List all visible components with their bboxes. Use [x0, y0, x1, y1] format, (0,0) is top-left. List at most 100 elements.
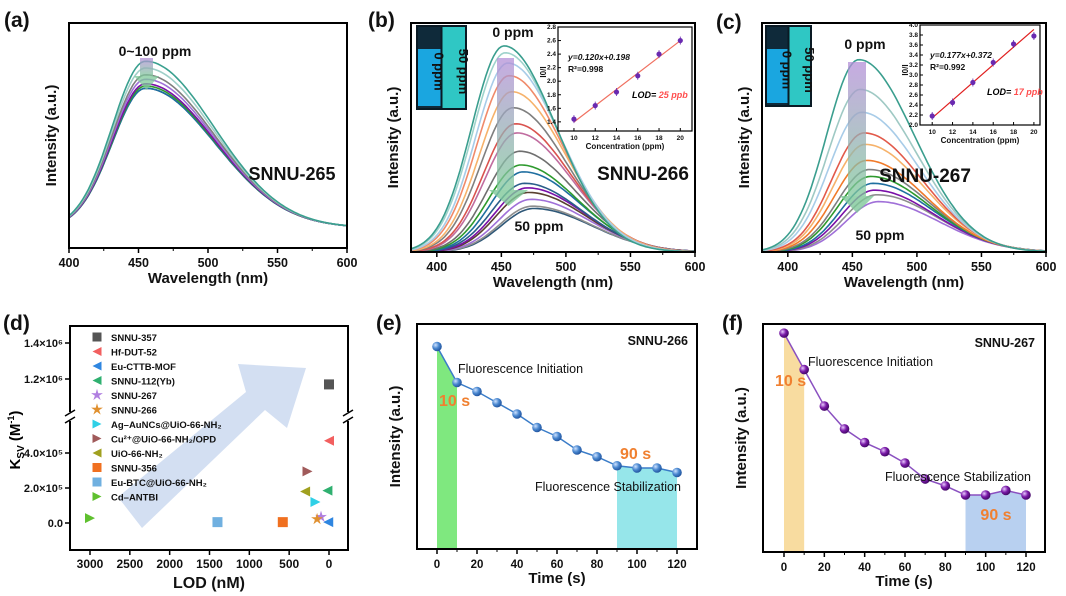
arrow-head [134, 76, 159, 90]
y-tick-label: 4.0×10⁵ [24, 448, 63, 460]
legend-label: Hf-DUT-52 [111, 348, 157, 359]
spectra-chart-a: 400 450 500 550 600 Wavelength (nm) Intensity … [43, 22, 357, 287]
top-concentration-label: 0 ppm [844, 36, 885, 52]
x-tick-label: 60 [899, 562, 912, 574]
x-tick-label: 14 [613, 135, 621, 142]
panel-label: (a) [4, 9, 30, 32]
x-axis-label: Wavelength (nm) [493, 274, 613, 291]
x-tick-label: 550 [267, 256, 288, 270]
spectrum-line [69, 78, 347, 227]
panel-b-annotations: 0 ppm 50 ppm SNNU-266 [489, 24, 689, 234]
x-tick-label: 10 [570, 135, 578, 142]
y-tick-label: 3.0 [909, 72, 918, 79]
legend-label: Cd–ANTBI [111, 493, 158, 504]
range-label: 0~100 ppm [119, 43, 192, 59]
panel-label: (f) [722, 312, 743, 335]
x-tick-label: 550 [620, 260, 641, 274]
x-tick-label: 2000 [156, 557, 183, 571]
plot-frame [410, 22, 696, 253]
kinetics-chart-f: 0 20 40 60 80 100 120 Time (s) Intensity (a.u.) S… [733, 323, 1046, 590]
initiation-time: 10 s [775, 373, 806, 390]
spectrum-line [69, 85, 347, 227]
inset-calibration-chart: 10 12 14 16 18 20 1.4 1.6 1.8 2.0 2.2 2.4 2.6 2.8 Conc… [539, 24, 693, 151]
down-arrow-icon [140, 58, 153, 76]
x-tick-label: 16 [634, 135, 642, 142]
y-tick-label: 1.4×10⁶ [24, 338, 63, 350]
x-tick-label: 12 [949, 129, 957, 136]
arrow-head [840, 196, 874, 213]
data-point [980, 490, 991, 500]
y-tick-label: 1.4 [547, 119, 556, 126]
lod-text: LOD= 25 ppb [632, 90, 688, 100]
y-tick-label: 2.0×10⁵ [24, 483, 63, 495]
x-tick-label: 0 [781, 562, 787, 574]
scatter-chart-d: 3000 2500 2000 1500 1000 500 0 0.0 2.0×10⁵ 4.0×10… [6, 325, 354, 592]
lod-value: 17 ppb [1014, 87, 1044, 97]
data-point [779, 328, 789, 338]
shaded-region [437, 346, 457, 549]
y-tick-label: 3.8 [909, 32, 918, 39]
y-tick-label: 2.4 [547, 51, 556, 58]
legend-marker-square [92, 332, 102, 342]
x-tick-label: 80 [591, 559, 604, 571]
data-point [512, 409, 522, 419]
inset-y-label: I0/I [539, 66, 548, 77]
inset-x-label: Concentration (ppm) [941, 136, 1020, 145]
initiation-label: Fluorescence Initiation [808, 355, 933, 369]
y-tick-label: 2.8 [547, 24, 556, 31]
x-tick-label: 120 [667, 559, 686, 571]
data-point [552, 431, 562, 442]
stabilization-label: Fluorescence Stabilization [535, 480, 681, 494]
legend-label: Eu-CTTB-MOF [111, 362, 176, 373]
vial-photo: 0 ppm 50 ppm [416, 25, 471, 110]
data-point [492, 397, 502, 408]
inset-y-label: I0/I [901, 64, 910, 75]
data-point [900, 458, 910, 468]
spectrum-line [762, 58, 1046, 252]
x-tick-label: 100 [627, 559, 646, 571]
down-arrow-icon [848, 62, 866, 196]
x-tick-label: 600 [685, 260, 706, 274]
y-axis-label: Intensity (a.u.) [43, 85, 60, 187]
y-tick-label: 3.6 [909, 42, 918, 49]
y-tick-label: 4.0 [909, 22, 918, 29]
x-tick-label: 500 [198, 256, 219, 270]
y-tick-label: 2.2 [909, 112, 918, 119]
data-point-triangle-left [300, 486, 311, 497]
arrow-head [489, 190, 528, 206]
data-point-triangle-right [310, 497, 321, 507]
shaded-region [965, 490, 1026, 552]
spectrum-line [69, 60, 347, 227]
x-tick-label: 500 [555, 260, 576, 274]
y-tick-label: 0.0 [48, 518, 63, 530]
down-arrow-icon [497, 58, 514, 190]
x-tick-label: 400 [777, 260, 798, 274]
x-tick-label: 100 [976, 562, 995, 574]
panel-a-annotations: 0~100 ppm SNNU-265 [119, 43, 336, 184]
spectrum-line [411, 45, 695, 252]
legend-label: Ag–AuNCs@UiO-66-NH₂ [111, 420, 222, 431]
data-point-square [212, 517, 223, 528]
data-point [819, 401, 830, 411]
trend-arrow-icon [118, 364, 306, 528]
legend-label: Eu-BTC@UiO-66-NH₂ [111, 478, 207, 489]
data-point-star [311, 512, 323, 525]
panel-c-annotations: 0 ppm 50 ppm SNNU-267 [840, 36, 971, 243]
data-point [940, 481, 951, 491]
panel-label: (b) [368, 9, 395, 32]
y-tick-label: 1.6 [547, 105, 556, 112]
data-point [672, 467, 682, 478]
x-tick-label: 450 [842, 260, 863, 274]
kinetics-chart-e: 0 20 40 60 80 100 120 Time (s) Intensity (a.u.) S… [387, 323, 698, 587]
vial-label: 50 ppm [456, 49, 471, 95]
spectra-chart-c: 400 450 500 550 600 Wavelength (nm) Intensity … [736, 22, 1056, 291]
y-tick-label: 1.2×10⁶ [24, 374, 63, 386]
x-tick-label: 12 [592, 135, 600, 142]
y-tick-label: 3.2 [909, 62, 918, 69]
spectrum-line [69, 87, 347, 227]
fit-equation: y=0.120x+0.198 [567, 52, 630, 62]
y-axis-label: Intensity (a.u.) [387, 386, 404, 488]
legend-marker-triangle-left [92, 347, 102, 356]
x-tick-label: 20 [1030, 129, 1038, 136]
data-point [432, 341, 442, 352]
